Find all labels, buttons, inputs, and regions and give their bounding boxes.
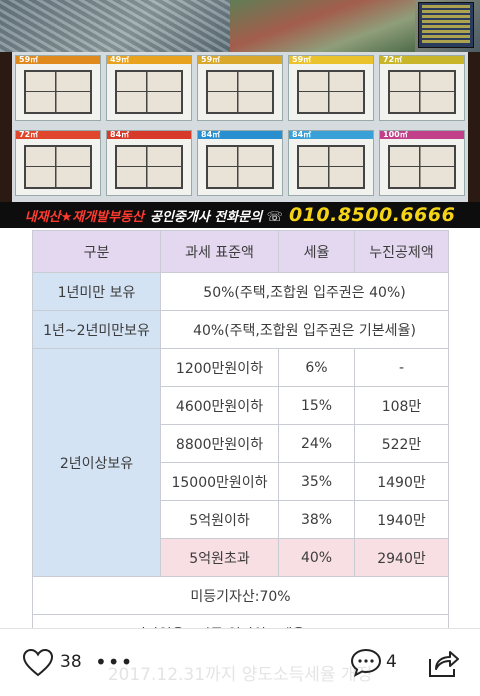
table-row: 5억원이하 38% 1940만 bbox=[33, 500, 449, 539]
faded-caption: 2017.12.31까지 양도소득세율 개정 bbox=[107, 665, 373, 685]
banner-phone: 010.8500.6666 bbox=[288, 204, 456, 226]
bracket-deduction: 2940만 bbox=[354, 538, 449, 577]
floorplan-card: 59㎡ bbox=[15, 55, 101, 121]
table-row: 15000만원이하 35% 1490만 bbox=[33, 462, 449, 501]
row-label: 2년이상보유 bbox=[32, 348, 161, 577]
header-tax-rate: 세율 bbox=[278, 230, 355, 273]
table-row: 2년이상보유 1200만원이하 6% - bbox=[32, 348, 449, 577]
bracket-rate: 15% bbox=[278, 386, 355, 425]
floorplan-card: 84㎡ bbox=[197, 130, 283, 196]
header-category: 구분 bbox=[32, 230, 161, 273]
map-legend bbox=[418, 2, 474, 48]
floorplan-tag: 59㎡ bbox=[19, 55, 39, 64]
header-deduction: 누진공제액 bbox=[354, 230, 449, 273]
heart-icon bbox=[22, 648, 54, 677]
bracket-base: 5억원이하 bbox=[160, 500, 279, 539]
table-row: 1년미만 보유 50%(주택,조합원 입주권은 40%) bbox=[32, 272, 449, 311]
site-map-image bbox=[0, 0, 480, 52]
unregistered-asset-rate: 미등기자산:70% bbox=[32, 576, 449, 615]
bracket-base: 4600만원이하 bbox=[160, 386, 279, 425]
floorplan-card: 59㎡ bbox=[197, 55, 283, 121]
bracket-rate: 35% bbox=[278, 462, 355, 501]
row-label: 1년~2년미만보유 bbox=[32, 310, 161, 349]
floorplan-tag: 84㎡ bbox=[201, 130, 221, 139]
more-options-button[interactable]: ••• bbox=[95, 650, 134, 674]
speech-bubble-icon bbox=[350, 648, 382, 677]
share-icon bbox=[429, 651, 459, 677]
floorplan-card: 84㎡ bbox=[106, 130, 192, 196]
row-value: 40%(주택,조합원 입주권은 기본세율) bbox=[160, 310, 449, 349]
comment-button[interactable] bbox=[350, 647, 382, 677]
table-row-highlight: 5억원초과 40% 2940만 bbox=[33, 538, 449, 577]
banner-agency-name: 내재산★재개발부동산 bbox=[24, 209, 144, 225]
table-row: 1년~2년미만보유 40%(주택,조합원 입주권은 기본세율) bbox=[32, 310, 449, 349]
floorplan-card: 49㎡ bbox=[106, 55, 192, 121]
bracket-deduction: 1940만 bbox=[354, 500, 449, 539]
bracket-base: 1200만원이하 bbox=[160, 348, 279, 387]
row-label: 1년미만 보유 bbox=[32, 272, 161, 311]
header-tax-base: 과세 표준액 bbox=[160, 230, 279, 273]
like-button[interactable] bbox=[22, 648, 54, 678]
floorplan-card: 84㎡ bbox=[288, 130, 374, 196]
floorplan-tag: 72㎡ bbox=[383, 55, 403, 64]
table-row: 미등기자산:70% bbox=[32, 576, 449, 615]
bracket-rate: 40% bbox=[278, 538, 355, 577]
capital-gains-tax-table: 구분 과세 표준액 세율 누진공제액 1년미만 보유 50%(주택,조합원 입주… bbox=[32, 230, 449, 653]
bracket-base: 5억원초과 bbox=[160, 538, 279, 577]
bracket-deduction: 108만 bbox=[354, 386, 449, 425]
bracket-deduction: 1490만 bbox=[354, 462, 449, 501]
floorplan-card: 100㎡ bbox=[379, 130, 465, 196]
bracket-rate: 38% bbox=[278, 500, 355, 539]
floorplan-tag: 84㎡ bbox=[110, 130, 130, 139]
floorplan-tag: 72㎡ bbox=[19, 130, 39, 139]
bracket-deduction: 522만 bbox=[354, 424, 449, 463]
comment-count: 4 bbox=[386, 652, 397, 672]
floorplan-tag: 49㎡ bbox=[110, 55, 130, 64]
floorplan-tag: 59㎡ bbox=[201, 55, 221, 64]
table-header-row: 구분 과세 표준액 세율 누진공제액 bbox=[32, 230, 449, 273]
floorplan-card: 59㎡ bbox=[288, 55, 374, 121]
bracket-rate: 6% bbox=[278, 348, 355, 387]
table-row: 4600만원이하 15% 108만 bbox=[33, 386, 449, 425]
like-count: 38 bbox=[60, 652, 82, 672]
table-row: 8800만원이하 24% 522만 bbox=[33, 424, 449, 463]
floorplan-card: 72㎡ bbox=[379, 55, 465, 121]
floorplan-tag: 59㎡ bbox=[292, 55, 312, 64]
agency-banner: 내재산★재개발부동산 공인중개사 전화문의 ☏ 010.8500.6666 bbox=[0, 202, 480, 228]
post-action-bar bbox=[0, 628, 480, 696]
post-photo[interactable]: 59㎡ 49㎡ 59㎡ 59㎡ 72㎡ 72㎡ 84㎡ 84㎡ 84㎡ 100㎡… bbox=[0, 0, 480, 228]
banner-contact-label: 공인중개사 전화문의 ☏ bbox=[149, 209, 283, 225]
bracket-base: 8800만원이하 bbox=[160, 424, 279, 463]
floorplan-card: 72㎡ bbox=[15, 130, 101, 196]
bracket-deduction: - bbox=[354, 348, 449, 387]
floorplan-tag: 100㎡ bbox=[383, 130, 408, 139]
row-value: 50%(주택,조합원 입주권은 40%) bbox=[160, 272, 449, 311]
floorplan-tag: 84㎡ bbox=[292, 130, 312, 139]
floorplan-board: 59㎡ 49㎡ 59㎡ 59㎡ 72㎡ 72㎡ 84㎡ 84㎡ 84㎡ 100㎡ bbox=[12, 52, 468, 202]
share-button[interactable] bbox=[426, 647, 460, 679]
bracket-rate: 24% bbox=[278, 424, 355, 463]
bracket-base: 15000만원이하 bbox=[160, 462, 279, 501]
